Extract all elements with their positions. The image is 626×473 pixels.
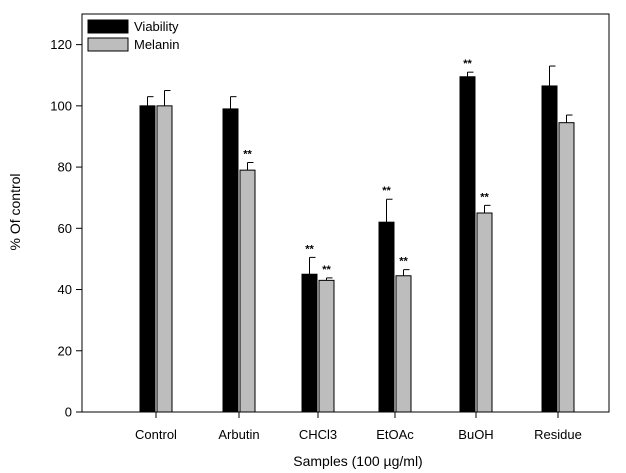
y-tick-label: 0 (65, 405, 72, 420)
significance-label: ** (480, 191, 489, 203)
y-tick-label: 20 (58, 343, 72, 358)
y-tick-label: 100 (50, 98, 72, 113)
bar-melanin (318, 279, 335, 413)
x-tick-label: CHCl3 (299, 427, 337, 442)
significance-label: ** (463, 58, 472, 70)
y-tick-label: 40 (58, 282, 72, 297)
legend-swatch-viability (87, 19, 129, 34)
significance-label: ** (382, 185, 391, 197)
bar-melanin (239, 169, 256, 413)
significance-label: ** (305, 243, 314, 255)
y-tick-label: 120 (50, 37, 72, 52)
y-tick-label: 60 (58, 221, 72, 236)
bar-viability (541, 85, 558, 413)
legend-label-melanin: Melanin (134, 37, 180, 52)
y-tick-label: 80 (58, 160, 72, 175)
bar-melanin (395, 275, 412, 413)
x-tick-label: Residue (534, 427, 582, 442)
legend-label-viability: Viability (134, 19, 179, 34)
bar-viability (301, 273, 318, 413)
significance-label: ** (243, 148, 252, 160)
bar-viability (139, 105, 156, 413)
bar-melanin (156, 105, 173, 413)
x-tick-label: Arbutin (218, 427, 259, 442)
bar-viability (378, 221, 395, 413)
plot-frame (81, 13, 610, 413)
y-axis-title: % Of control (7, 173, 23, 250)
x-tick-label: EtOAc (376, 427, 414, 442)
significance-label: ** (322, 264, 331, 276)
bar-melanin (476, 212, 493, 413)
x-tick-label: Control (135, 427, 177, 442)
bar-viability (459, 76, 476, 413)
bar-viability (222, 108, 239, 413)
legend-swatch-melanin (87, 37, 129, 52)
x-tick-label: BuOH (458, 427, 493, 442)
x-axis-title: Samples (100 µg/ml) (293, 453, 422, 469)
plot-area: 0 20 40 60 80 100 120 Control Arbutin ** CHCl3 ** **… (50, 13, 610, 442)
significance-label: ** (399, 256, 408, 268)
bar-melanin (558, 122, 575, 413)
